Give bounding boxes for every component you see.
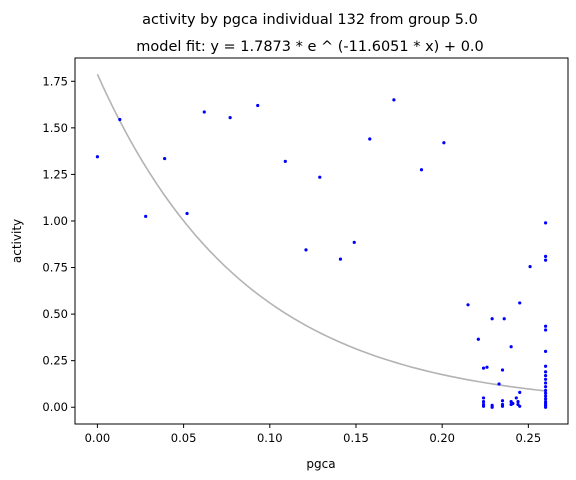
x-tick-label: 0.10	[257, 431, 283, 445]
plot-frame	[75, 58, 568, 424]
data-point	[466, 303, 469, 306]
y-tick-label: 1.25	[42, 167, 68, 181]
data-point	[96, 155, 99, 158]
chart-subtitle: model fit: y = 1.7873 * e ^ (-11.6051 * …	[136, 39, 484, 55]
fit-curve-layer	[97, 74, 545, 391]
axis-ticks-layer: 0.00 0.05 0.10 0.15 0.20 0.25 0.00 0.25 0.50 0.75…	[42, 74, 541, 445]
y-tick-label: 0.25	[42, 354, 68, 368]
x-axis-label: pgca	[306, 457, 335, 471]
x-tick-label: 0.15	[343, 431, 369, 445]
x-tick-label: 0.20	[429, 431, 455, 445]
data-point	[482, 405, 485, 408]
y-tick-label: 0.00	[42, 400, 68, 414]
data-point	[511, 402, 514, 405]
data-point	[144, 215, 147, 218]
data-point	[544, 328, 547, 331]
data-point	[544, 325, 547, 328]
y-tick-label: 1.00	[42, 214, 68, 228]
data-point	[392, 98, 395, 101]
data-point	[163, 157, 166, 160]
y-axis-label: activity	[10, 219, 24, 263]
data-point	[544, 389, 547, 392]
data-point	[482, 400, 485, 403]
data-point	[544, 255, 547, 258]
data-point	[485, 366, 488, 369]
data-point	[256, 104, 259, 107]
data-point	[482, 367, 485, 370]
data-point	[420, 168, 423, 171]
data-point	[491, 406, 494, 409]
data-point	[528, 265, 531, 268]
x-tick-label: 0.25	[516, 431, 542, 445]
data-point	[353, 241, 356, 244]
data-point	[544, 381, 547, 384]
data-point	[118, 118, 121, 121]
data-point	[518, 405, 521, 408]
data-point	[477, 338, 480, 341]
fit-curve-line	[97, 74, 545, 391]
data-point	[544, 406, 547, 409]
data-point	[510, 345, 513, 348]
x-tick-label: 0.05	[171, 431, 197, 445]
data-point	[544, 385, 547, 388]
data-point	[518, 301, 521, 304]
data-point	[501, 368, 504, 371]
data-point	[544, 365, 547, 368]
data-point	[442, 141, 445, 144]
data-point	[544, 397, 547, 400]
y-tick-label: 1.50	[42, 121, 68, 135]
data-point	[503, 317, 506, 320]
data-point	[229, 116, 232, 119]
y-tick-label: 1.75	[42, 74, 68, 88]
chart-title: activity by pgca individual 132 from gro…	[142, 12, 478, 28]
data-point	[544, 350, 547, 353]
data-point	[491, 317, 494, 320]
data-point	[482, 396, 485, 399]
y-tick-label: 0.75	[42, 261, 68, 275]
data-point	[318, 176, 321, 179]
data-point	[544, 221, 547, 224]
x-tick-label: 0.00	[85, 431, 111, 445]
data-points-layer	[96, 98, 547, 409]
data-point	[339, 258, 342, 261]
y-tick-label: 0.50	[42, 307, 68, 321]
data-point	[544, 392, 547, 395]
data-point	[544, 370, 547, 373]
data-point	[516, 400, 519, 403]
data-point	[284, 160, 287, 163]
data-point	[518, 391, 521, 394]
data-point	[304, 248, 307, 251]
data-point	[544, 258, 547, 261]
data-point	[544, 374, 547, 377]
data-point	[203, 110, 206, 113]
data-point	[544, 394, 547, 397]
data-point	[368, 137, 371, 140]
data-point	[501, 399, 504, 402]
data-point	[185, 212, 188, 215]
data-point	[501, 405, 504, 408]
data-point	[544, 378, 547, 381]
data-point	[515, 396, 518, 399]
data-point	[497, 382, 500, 385]
